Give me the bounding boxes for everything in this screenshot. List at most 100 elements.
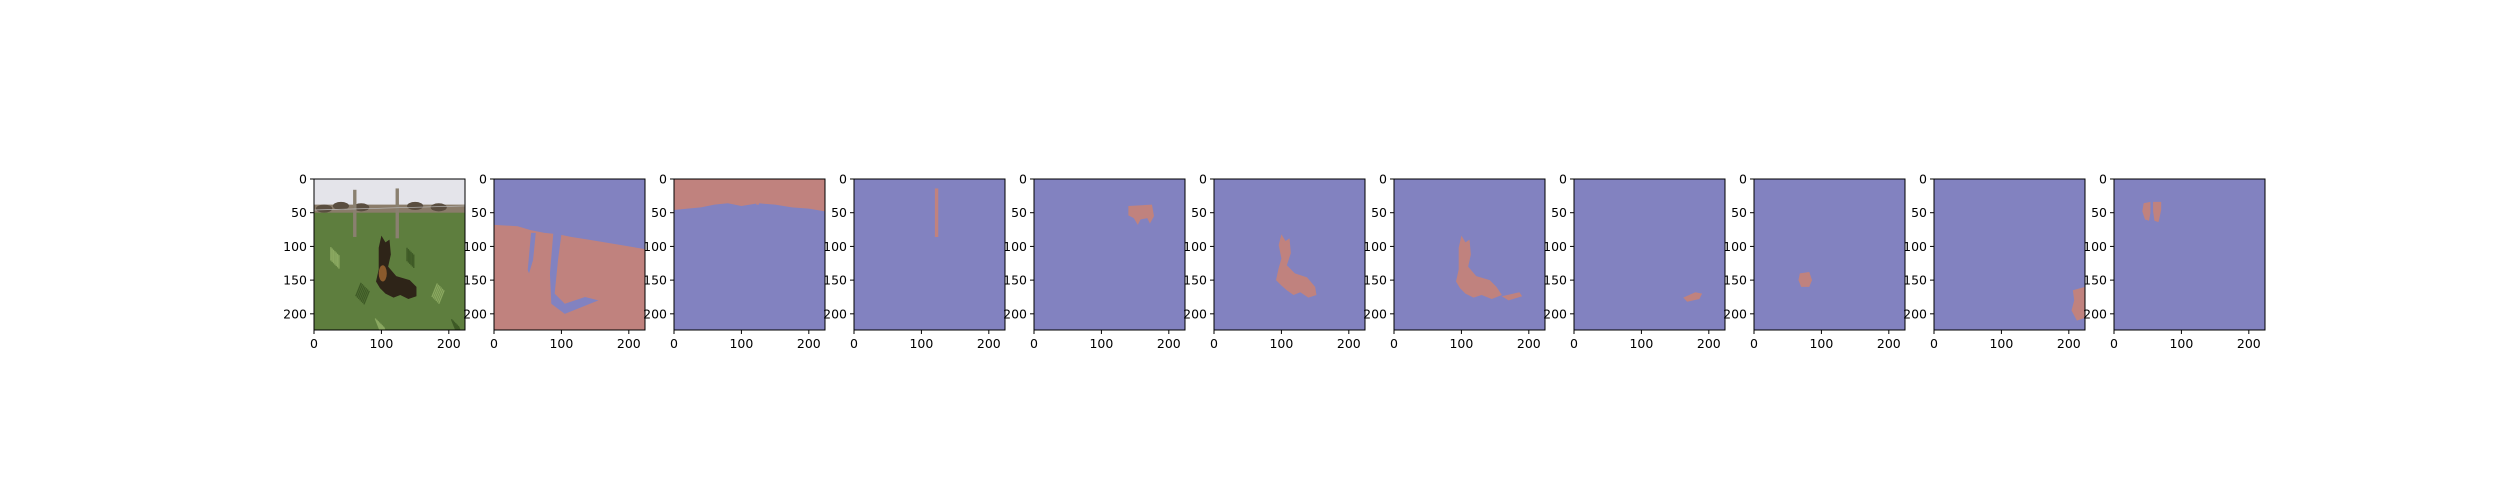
photo-fence-post	[395, 188, 399, 239]
x-tick-label: 200	[2057, 336, 2081, 351]
y-tick-label: 100	[1363, 239, 1387, 254]
x-tick-label: 100	[1629, 336, 1653, 351]
x-tick-label: 100	[1269, 336, 1293, 351]
mask-segment	[1276, 234, 1317, 298]
mask-image	[1034, 179, 1185, 330]
photo-grass-blade	[355, 282, 362, 297]
photo-grass-blade	[357, 285, 365, 300]
y-tick-label: 50	[1731, 205, 1747, 220]
y-tick-label: 50	[1191, 205, 1207, 220]
y-tick-label: 200	[1183, 306, 1207, 321]
y-tick-label: 200	[643, 306, 667, 321]
y-tick-label: 50	[1911, 205, 1927, 220]
x-tick-label: 200	[797, 336, 821, 351]
axes-frame	[1033, 178, 1186, 331]
y-tick-label: 50	[1011, 205, 1027, 220]
y-tick-label: 0	[299, 172, 307, 187]
y-tick-label: 200	[283, 306, 307, 321]
photo-grass-blade	[450, 318, 457, 330]
axes-frame	[313, 178, 466, 331]
photo-fence-wire	[314, 205, 465, 211]
mask-image	[1754, 179, 1905, 330]
y-tick-label: 50	[1551, 205, 1567, 220]
y-tick-label: 150	[1543, 273, 1567, 288]
y-tick-label: 0	[1379, 172, 1387, 187]
x-tick-label: 100	[1989, 336, 2013, 351]
y-tick-label: 0	[1919, 172, 1927, 187]
y-tick-label: 200	[463, 306, 487, 321]
x-tick-label: 0	[490, 336, 498, 351]
y-tick-label: 50	[831, 205, 847, 220]
axes-frame	[1393, 178, 1546, 331]
y-tick-label: 50	[471, 205, 487, 220]
y-tick-label: 0	[659, 172, 667, 187]
y-tick-label: 150	[1723, 273, 1747, 288]
mask-segment	[1683, 292, 1703, 302]
mask-background	[1574, 179, 1725, 330]
y-tick-label: 50	[1371, 205, 1387, 220]
photo-grass-blade	[457, 325, 461, 330]
y-tick-label: 200	[1903, 306, 1927, 321]
photo-cattle-row	[314, 204, 465, 215]
y-tick-label: 150	[643, 273, 667, 288]
y-tick-label: 100	[1903, 239, 1927, 254]
y-tick-label: 100	[1183, 239, 1207, 254]
mask-segment	[2071, 286, 2085, 321]
y-tick-label: 50	[291, 205, 307, 220]
mask-image	[674, 179, 825, 330]
x-tick-label: 0	[1930, 336, 1938, 351]
photo-grass-blade	[360, 287, 368, 302]
axes-frame	[673, 178, 826, 331]
photo-grass-blade	[434, 285, 441, 300]
y-tick-label: 0	[1199, 172, 1207, 187]
x-tick-label: 0	[1210, 336, 1218, 351]
photo-cow	[407, 201, 424, 211]
mask-image	[854, 179, 1005, 330]
mask-segment	[934, 188, 939, 237]
y-tick-label: 100	[1003, 239, 1027, 254]
axes-frame	[853, 178, 1006, 331]
y-tick-label: 200	[1363, 306, 1387, 321]
photo-grass-blade	[359, 286, 366, 301]
y-tick-label: 50	[651, 205, 667, 220]
mask-segment	[1501, 292, 1523, 301]
photo-grass-blade	[435, 287, 443, 302]
mask-hole	[527, 232, 536, 274]
axes-frame	[1573, 178, 1726, 331]
mask-hole	[549, 232, 599, 314]
y-tick-label: 150	[1003, 273, 1027, 288]
axes-frame	[1753, 178, 1906, 331]
photo-grass-blade	[380, 323, 384, 330]
y-tick-label: 100	[2083, 239, 2107, 254]
photo-image	[314, 179, 465, 330]
photo-grass-blade	[377, 320, 383, 330]
y-tick-label: 50	[2091, 205, 2107, 220]
mask-image	[1394, 179, 1545, 330]
x-tick-label: 200	[1517, 336, 1541, 351]
mask-segment	[756, 191, 759, 205]
mask-image	[1574, 179, 1725, 330]
photo-grass-blade	[381, 325, 385, 330]
x-tick-label: 0	[1390, 336, 1398, 351]
photo-grass-blade	[454, 323, 459, 330]
axes-frame	[493, 178, 646, 331]
photo-grass-blade	[436, 288, 444, 303]
x-tick-label: 0	[1570, 336, 1578, 351]
mask-segment	[713, 189, 716, 204]
x-tick-label: 0	[2110, 336, 2118, 351]
y-tick-label: 0	[2099, 172, 2107, 187]
photo-cow	[332, 201, 350, 211]
mask-background	[2114, 179, 2265, 330]
y-tick-label: 0	[1559, 172, 1567, 187]
y-tick-label: 200	[1543, 306, 1567, 321]
x-tick-label: 0	[670, 336, 678, 351]
y-tick-label: 150	[1183, 273, 1207, 288]
